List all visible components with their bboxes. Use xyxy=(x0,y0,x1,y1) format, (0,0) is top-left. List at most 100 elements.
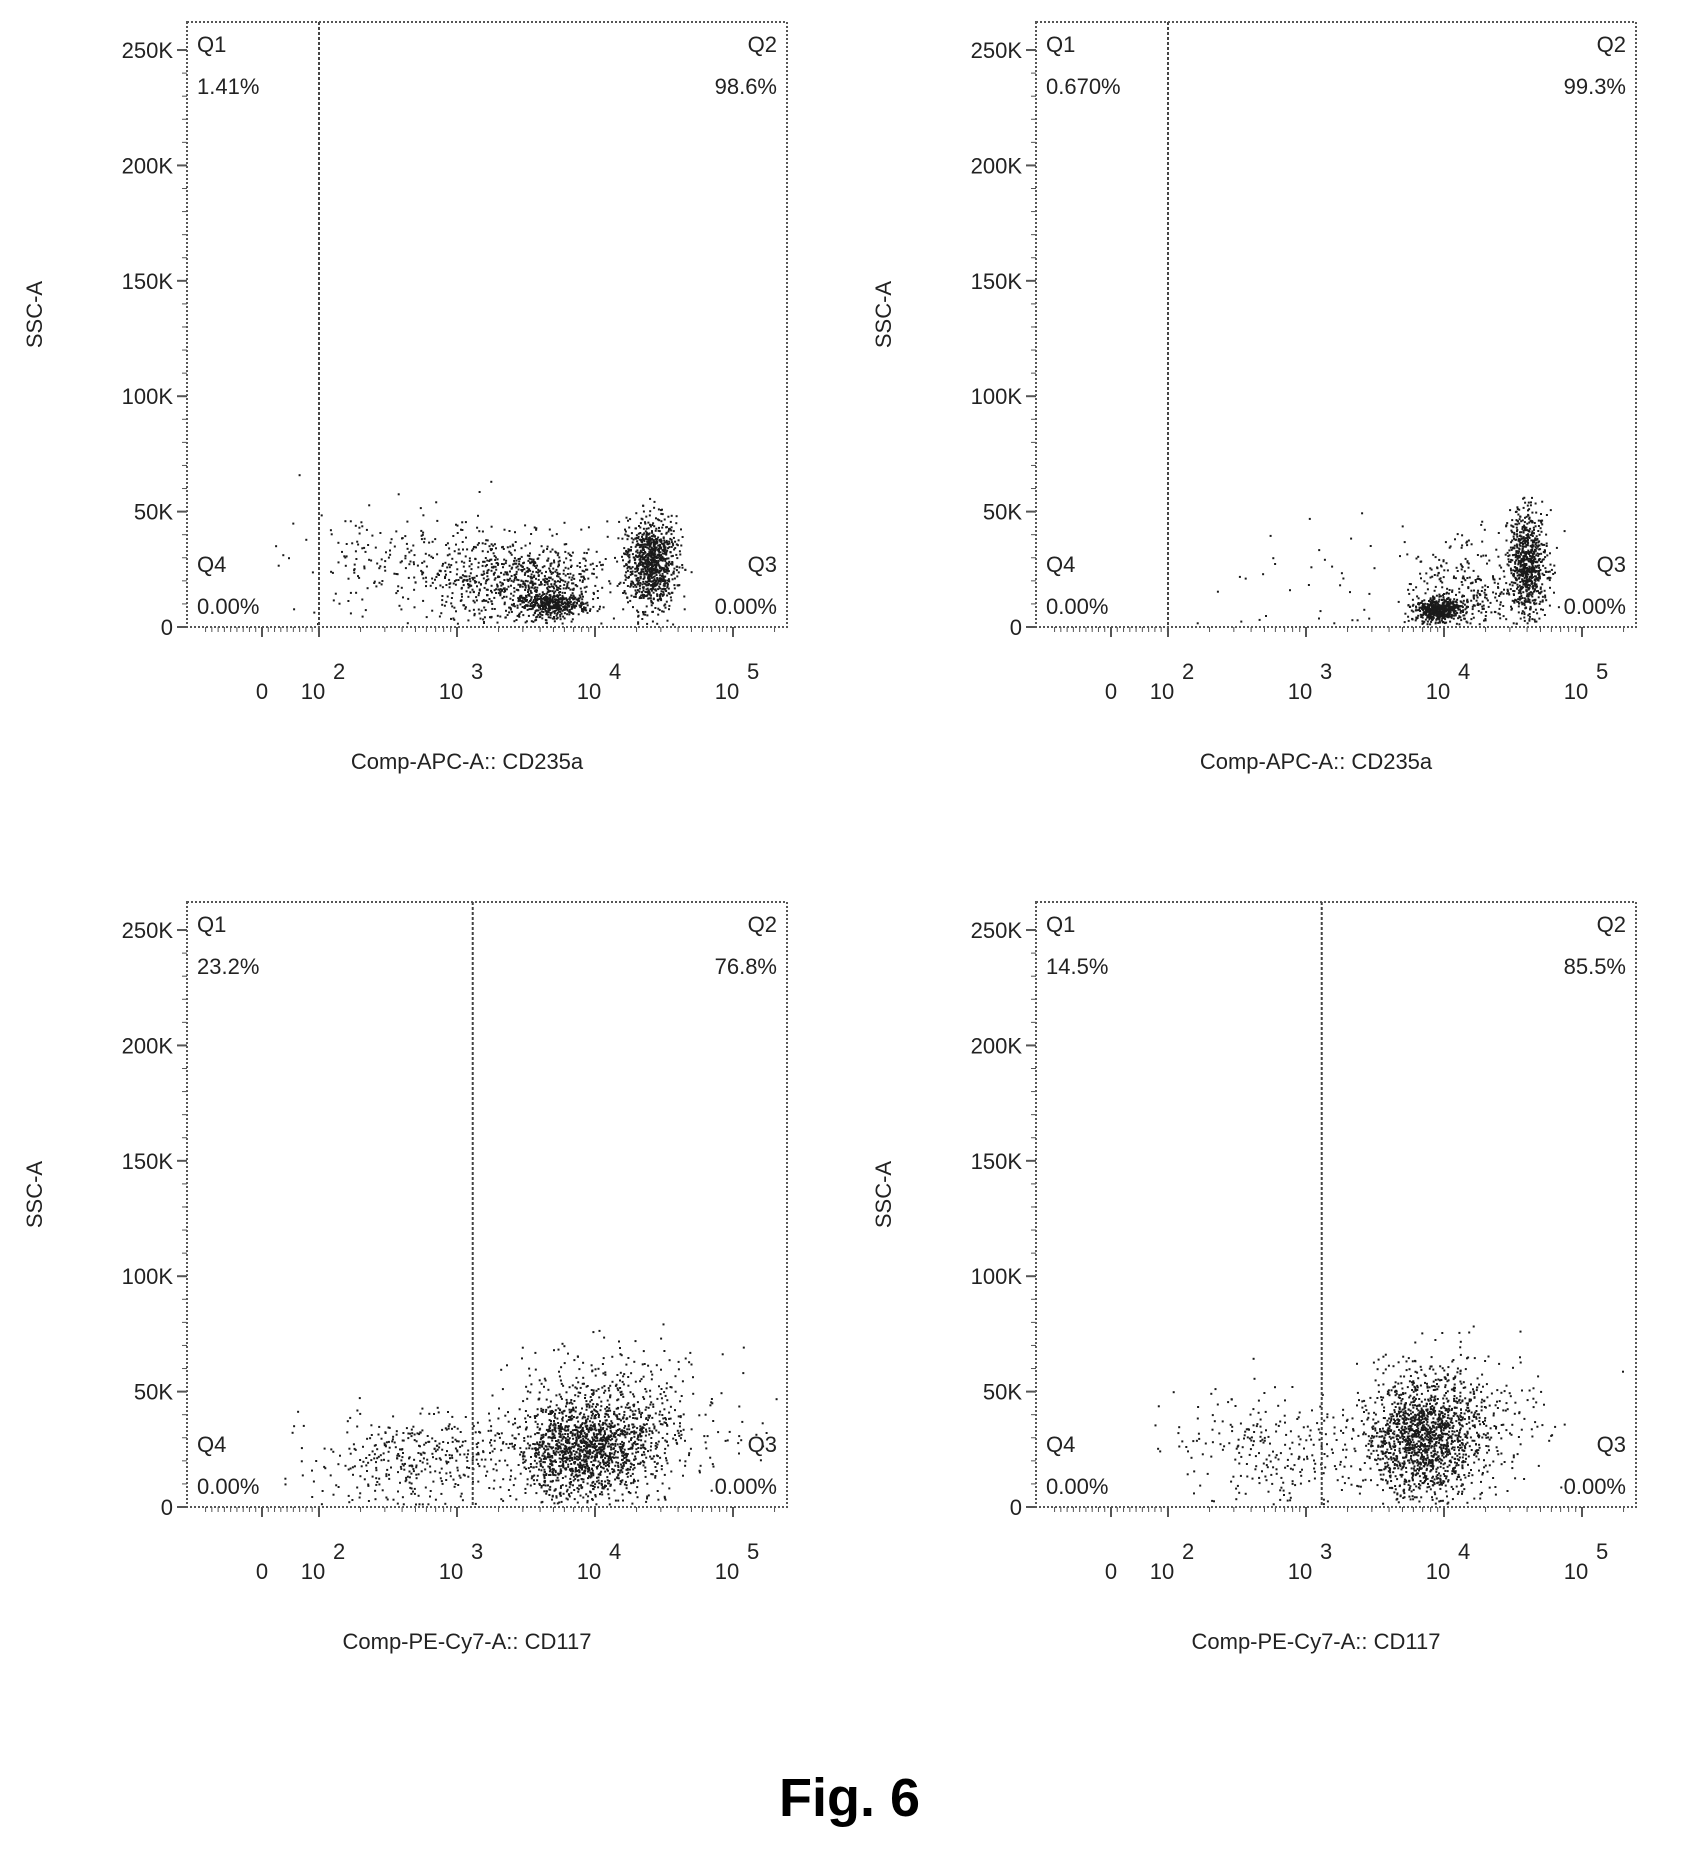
plot1-point xyxy=(460,593,463,596)
plot1-point xyxy=(532,620,535,623)
plot1-point xyxy=(659,597,662,600)
plot2-point xyxy=(1506,522,1509,525)
plot1-point xyxy=(563,561,565,564)
plot1-point xyxy=(397,585,400,588)
plot2-xtick-label: 10 xyxy=(1426,679,1450,704)
plot2-point xyxy=(1516,586,1519,589)
plot2-point xyxy=(1536,552,1539,555)
plot1-point xyxy=(457,579,460,581)
plot3-point xyxy=(541,1411,544,1414)
plot2-point xyxy=(1533,569,1536,572)
plot2-point xyxy=(1523,496,1526,499)
plot2-point xyxy=(1511,531,1514,534)
plot1-point xyxy=(690,571,693,574)
plot2-point xyxy=(1537,545,1539,548)
plot2-point xyxy=(1523,526,1526,529)
plot1-point xyxy=(526,608,529,611)
plot1-point xyxy=(664,570,667,573)
plot1-point xyxy=(568,598,571,601)
plot2-point xyxy=(1522,537,1525,540)
plot1-point xyxy=(473,612,476,615)
plot2-point xyxy=(1548,579,1551,582)
plot1-point xyxy=(499,594,502,597)
plot1-point xyxy=(578,573,581,575)
plot1-point xyxy=(469,591,472,594)
plot2-point xyxy=(1444,615,1446,618)
plot3-point xyxy=(587,1452,590,1455)
plot3-point xyxy=(531,1447,534,1450)
plot1-point xyxy=(595,565,598,567)
plot2-point xyxy=(1539,587,1542,590)
plot1-point xyxy=(659,574,662,577)
plot2-point xyxy=(1448,546,1451,549)
plot3-point xyxy=(650,1445,652,1448)
plot2-point xyxy=(1520,531,1523,534)
plot1-point xyxy=(520,600,523,602)
plot1-point xyxy=(635,591,638,594)
plot1-point xyxy=(546,613,549,616)
plot2-point xyxy=(1514,561,1517,564)
plot1-point xyxy=(526,580,529,583)
plot1-point xyxy=(537,603,540,606)
plot1-point xyxy=(582,575,585,578)
plot1-point xyxy=(654,542,657,545)
plot2-point xyxy=(1525,586,1528,589)
plot2-point xyxy=(1471,605,1474,608)
plot1-point xyxy=(485,579,488,581)
plot1-point xyxy=(662,594,664,597)
plot1-point xyxy=(676,575,679,578)
plot1-point xyxy=(553,607,555,610)
plot2-point xyxy=(1438,618,1441,621)
plot1-point xyxy=(485,564,488,566)
plot1-point xyxy=(452,535,455,537)
plot1-point xyxy=(660,542,663,545)
plot1-point xyxy=(554,550,557,553)
plot1-point xyxy=(485,539,488,542)
plot1-point xyxy=(406,520,409,523)
plot2-point xyxy=(1541,500,1544,503)
plot2-point xyxy=(1438,605,1441,608)
plot1-point xyxy=(517,597,520,600)
plot1-point xyxy=(666,585,669,587)
plot1-point xyxy=(506,573,509,576)
plot2-point xyxy=(1528,598,1531,601)
plot1-point xyxy=(456,568,459,571)
plot3-point xyxy=(561,1484,564,1487)
plot1-point xyxy=(420,538,423,541)
plot1-point xyxy=(643,562,646,565)
plot1-point xyxy=(596,610,599,613)
plot2-point xyxy=(1439,607,1442,609)
plot2-point xyxy=(1525,600,1528,603)
plot1-point xyxy=(475,546,477,549)
plot1-point xyxy=(634,574,637,577)
plot1-point xyxy=(552,571,554,574)
plot2-ytick-label: 0 xyxy=(1010,615,1022,640)
plot2-point xyxy=(1520,597,1522,600)
plot1-point xyxy=(420,569,423,572)
plot1-point xyxy=(546,559,549,562)
plot3-point xyxy=(576,1432,579,1435)
plot1-point xyxy=(643,532,646,535)
plot1-point xyxy=(637,532,640,535)
plot1-point xyxy=(468,565,471,568)
plot2-point xyxy=(1340,572,1343,575)
plot3-point xyxy=(561,1433,564,1436)
plot1-point xyxy=(527,586,530,589)
plot1-point xyxy=(534,586,537,589)
plot2-point xyxy=(1411,617,1414,620)
plot2-point xyxy=(1523,597,1526,600)
plot3-point xyxy=(572,1408,575,1410)
plot2-point xyxy=(1497,582,1500,585)
plot1-point xyxy=(652,522,655,525)
plot1-point xyxy=(558,591,560,594)
plot1-point xyxy=(464,606,467,609)
plot1-point xyxy=(496,621,499,624)
plot1-point xyxy=(608,580,611,583)
plot1-point xyxy=(482,577,485,580)
plot3-point xyxy=(617,1407,619,1410)
plot3-point xyxy=(542,1452,545,1455)
plot2-point xyxy=(1494,596,1497,599)
plot1-point xyxy=(636,542,639,545)
plot2-point xyxy=(1535,570,1538,573)
plot3-point xyxy=(546,1448,549,1451)
